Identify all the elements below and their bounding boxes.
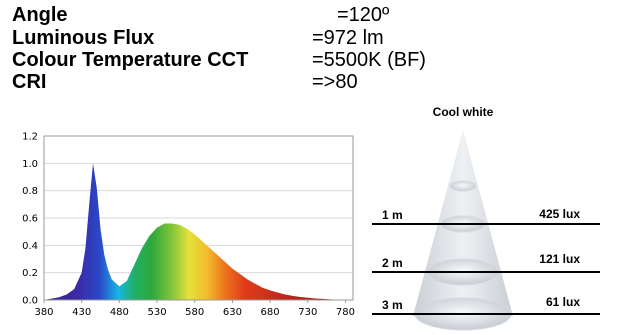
cone-title: Cool white	[433, 105, 494, 119]
distance-label: 2 m	[382, 256, 403, 270]
y-axis: 0.0 0.2 0.4 0.6 0.8 1.0 1.2	[22, 132, 38, 307]
x-tick-label: 580	[185, 307, 204, 318]
light-cone-diagram: Cool white 1 m 425 lux 2 m 121 lux 3 m 6…	[372, 105, 600, 331]
y-tick-label: 0.0	[22, 296, 38, 307]
spec-value: =120º	[337, 4, 390, 26]
spec-label: Angle	[12, 4, 68, 26]
x-tick-label: 380	[34, 307, 53, 318]
x-tick-label: 730	[298, 307, 317, 318]
y-tick-label: 0.8	[22, 186, 38, 197]
spec-label: Colour Temperature CCT	[12, 49, 249, 71]
spec-row-angle: Angle =120º	[12, 4, 482, 26]
distance-label: 1 m	[382, 208, 403, 222]
x-tick-label: 680	[261, 307, 280, 318]
spec-value: =>80	[312, 71, 358, 93]
spec-row-luminous-flux: Luminous Flux =972 lm	[12, 27, 482, 49]
y-tick-label: 1.0	[22, 159, 38, 170]
x-tick-label: 780	[336, 307, 355, 318]
spec-row-cct: Colour Temperature CCT =5500K (BF)	[12, 49, 482, 71]
lux-label: 425 lux	[539, 207, 580, 221]
lux-label: 121 lux	[539, 252, 580, 266]
y-tick-label: 1.2	[22, 132, 38, 143]
x-tick-label: 630	[223, 307, 242, 318]
x-tick-label: 480	[110, 307, 129, 318]
y-tick-label: 0.6	[22, 214, 38, 225]
x-axis: 380 430 480 530 580 630 680 730 780	[34, 300, 355, 318]
spec-value: =972 lm	[312, 27, 384, 49]
y-tick-label: 0.2	[22, 268, 38, 279]
plot-frame	[43, 135, 354, 301]
light-spot-top	[449, 180, 477, 192]
level-2m: 2 m 121 lux	[372, 252, 600, 273]
level-1m: 1 m 425 lux	[372, 207, 600, 225]
spec-row-cri: CRI =>80	[12, 71, 482, 93]
spec-label: CRI	[12, 71, 47, 93]
spec-value: =5500K (BF)	[312, 49, 426, 71]
spectrum-chart: 0.0 0.2 0.4 0.6 0.8 1.0 1.2 380 430 480 530 580 630…	[22, 132, 355, 319]
level-3m: 3 m 61 lux	[372, 295, 600, 315]
distance-label: 3 m	[382, 298, 403, 312]
spec-label: Luminous Flux	[12, 27, 155, 49]
x-tick-label: 530	[148, 307, 167, 318]
x-tick-label: 430	[72, 307, 91, 318]
spectrum-area	[44, 163, 353, 300]
y-tick-label: 0.4	[22, 241, 38, 252]
lux-label: 61 lux	[546, 295, 580, 309]
